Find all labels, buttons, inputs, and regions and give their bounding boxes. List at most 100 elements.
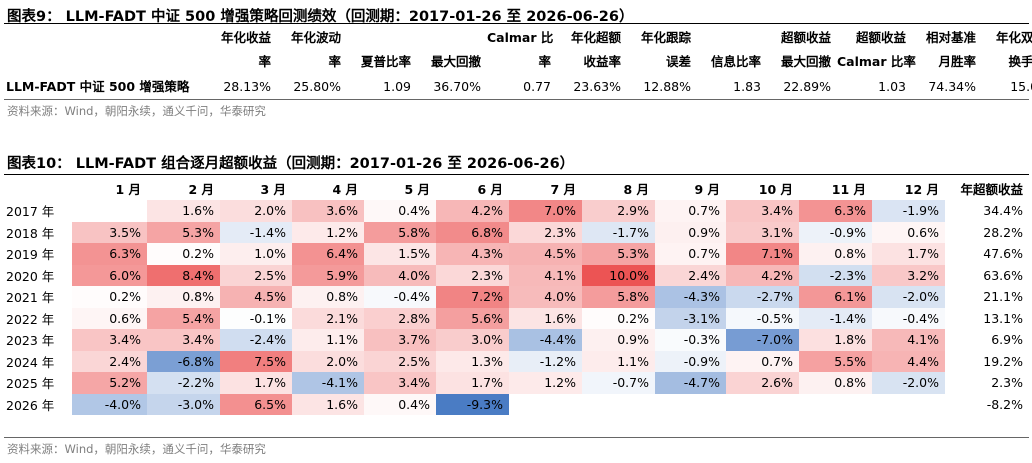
monthly-excess-cell: 6.8% — [436, 221, 509, 243]
monthly-excess-cell: 0.7% — [726, 350, 799, 372]
year-row: 2017 年 1.6% 2.0% 3.6% 0.4% 4.2% 7.0% 2.9% 0.7% 3.… — [4, 200, 1029, 222]
metric-value: 15.00 — [1010, 78, 1032, 94]
table1-header-line1-cell: 年化收益 — [220, 30, 271, 45]
monthly-excess-cell: 4.4% — [872, 350, 945, 372]
table1-header-line1-cell: 相对基准 — [925, 30, 976, 45]
monthly-excess-cell: 0.2% — [582, 307, 655, 329]
table1-header-line1-cell — [414, 26, 484, 50]
monthly-excess-cell: -4.1% — [292, 372, 364, 394]
month-header: 2 月 — [188, 182, 214, 197]
table1-header-line2-cell: 最大回撤 — [430, 54, 481, 69]
monthly-excess-cell: 1.3% — [436, 350, 509, 372]
monthly-excess-cell: 0.9% — [582, 329, 655, 351]
year-row: 2024 年 2.4% -6.8% 7.5% 2.0% 2.5% 1.3% -1.2% 1.1%… — [4, 350, 1029, 372]
table1-header-line2-cell: 夏普比率 — [360, 54, 411, 69]
monthly-excess-cell: -4.3% — [655, 286, 726, 308]
monthly-excess-cell: 5.9% — [292, 264, 364, 286]
monthly-excess-cell: -1.9% — [872, 200, 945, 222]
monthly-excess-cell: 5.2% — [72, 372, 147, 394]
year-label: 2023 年 — [6, 333, 55, 349]
metric-value: 25.80% — [293, 78, 341, 94]
monthly-excess-cell: -2.7% — [726, 286, 799, 308]
metric-value: 12.88% — [643, 78, 691, 94]
month-header: 6 月 — [477, 182, 503, 197]
monthly-excess-cell: 5.8% — [364, 221, 436, 243]
year-label: 2026 年 — [6, 397, 55, 413]
monthly-excess-cell: -2.3% — [799, 264, 872, 286]
monthly-excess-cell: 0.2% — [147, 243, 220, 265]
monthly-excess-cell: 0.7% — [655, 243, 726, 265]
monthly-excess-cell: 2.5% — [220, 264, 292, 286]
table1-header-line2-cell: 最大回撤 — [780, 54, 831, 69]
monthly-excess-cell: 1.2% — [292, 221, 364, 243]
monthly-excess-cell: 4.5% — [509, 243, 582, 265]
month-header: 11 月 — [831, 182, 866, 197]
year-label: 2024 年 — [6, 354, 55, 370]
year-row: 2023 年 3.4% 3.4% -2.4% 1.1% 3.7% 3.0% -4.4% 0.9%… — [4, 329, 1029, 351]
table1-header-line1-cell: 年化波动 — [290, 30, 341, 45]
annual-excess-cell: 6.9% — [991, 332, 1023, 348]
table1-header-line2-cell: 率 — [538, 54, 551, 69]
year-label: 2019 年 — [6, 247, 55, 263]
monthly-excess-cell: 10.0% — [582, 264, 655, 286]
table1-bottom-rule — [4, 99, 1029, 100]
monthly-excess-cell: -0.9% — [799, 221, 872, 243]
monthly-excess-cell: 5.3% — [582, 243, 655, 265]
table1-source: 资料来源：Wind，朝阳永续，通义千问，华泰研究 — [7, 104, 266, 118]
annual-excess-cell: 28.2% — [983, 224, 1023, 240]
monthly-excess-cell: -0.4% — [872, 307, 945, 329]
monthly-excess-cell: 5.4% — [147, 307, 220, 329]
monthly-excess-cell: 0.8% — [147, 286, 220, 308]
metric-value: 1.83 — [733, 78, 761, 94]
table2-bottom-rule — [4, 437, 1029, 438]
table1-header-line2-cell: 信息比率 — [710, 54, 761, 69]
monthly-excess-cell: -0.1% — [220, 307, 292, 329]
table1-header-line2-cell: 误差 — [665, 54, 691, 69]
monthly-excess-cell: 1.6% — [509, 307, 582, 329]
annual-excess-cell: 19.2% — [983, 353, 1023, 369]
table1-header-line1-cell — [344, 26, 414, 50]
table2-top-rule — [4, 174, 1029, 175]
monthly-excess-cell: 2.0% — [292, 350, 364, 372]
monthly-excess-cell: 3.4% — [72, 329, 147, 351]
monthly-excess-cell: -3.1% — [655, 307, 726, 329]
table1-header-line1-cell: 年化双边 — [995, 30, 1032, 45]
monthly-excess-cell: 2.3% — [509, 221, 582, 243]
monthly-excess-cell: 0.6% — [872, 221, 945, 243]
monthly-excess-cell: -0.7% — [582, 372, 655, 394]
monthly-excess-cell: 6.3% — [72, 243, 147, 265]
metric-value: 1.09 — [383, 78, 411, 94]
metric-value: 1.03 — [878, 78, 906, 94]
metric-value: 0.77 — [523, 78, 551, 94]
monthly-excess-cell: 3.7% — [364, 329, 436, 351]
monthly-excess-cell: 0.4% — [364, 393, 436, 415]
monthly-excess-cell: 3.2% — [872, 264, 945, 286]
monthly-excess-cell: -1.4% — [220, 221, 292, 243]
monthly-excess-cell: 5.3% — [147, 221, 220, 243]
monthly-excess-cell: 4.5% — [220, 286, 292, 308]
monthly-excess-cell: 3.1% — [726, 221, 799, 243]
table1-header-row-2: 率 率 夏普比率 最大回撤 率 收益率 误差 信息比率 最大回撤 Calmar 比率 月胜率 换手率 — [4, 50, 1032, 74]
monthly-excess-cell: 7.2% — [436, 286, 509, 308]
monthly-excess-cell: 3.0% — [436, 329, 509, 351]
monthly-excess-cell: 0.2% — [72, 286, 147, 308]
monthly-excess-cell: -1.4% — [799, 307, 872, 329]
monthly-excess-cell: -2.0% — [872, 286, 945, 308]
table1-header-line2-cell: 率 — [328, 54, 341, 69]
annual-excess-cell: 13.1% — [983, 310, 1023, 326]
year-row: 2025 年 5.2% -2.2% 1.7% -4.1% 3.4% 1.7% 1.2% -0.7… — [4, 372, 1029, 394]
monthly-excess-cell: 5.6% — [436, 307, 509, 329]
table1-header-line2-cell: 换手率 — [1008, 54, 1032, 69]
monthly-excess-cell: 4.3% — [436, 243, 509, 265]
monthly-excess-cell: 1.5% — [364, 243, 436, 265]
month-header: 1 月 — [115, 182, 141, 197]
monthly-excess-cell: 4.1% — [872, 329, 945, 351]
metric-value: 22.89% — [783, 78, 831, 94]
monthly-excess-cell: 2.4% — [72, 350, 147, 372]
monthly-excess-cell: 0.6% — [72, 307, 147, 329]
table1-header-line1-cell — [694, 26, 764, 50]
monthly-excess-cell: 0.7% — [655, 200, 726, 222]
annual-header: 年超额收益 — [960, 182, 1023, 197]
monthly-excess-cell: 2.6% — [726, 372, 799, 394]
monthly-excess-cell: -4.7% — [655, 372, 726, 394]
